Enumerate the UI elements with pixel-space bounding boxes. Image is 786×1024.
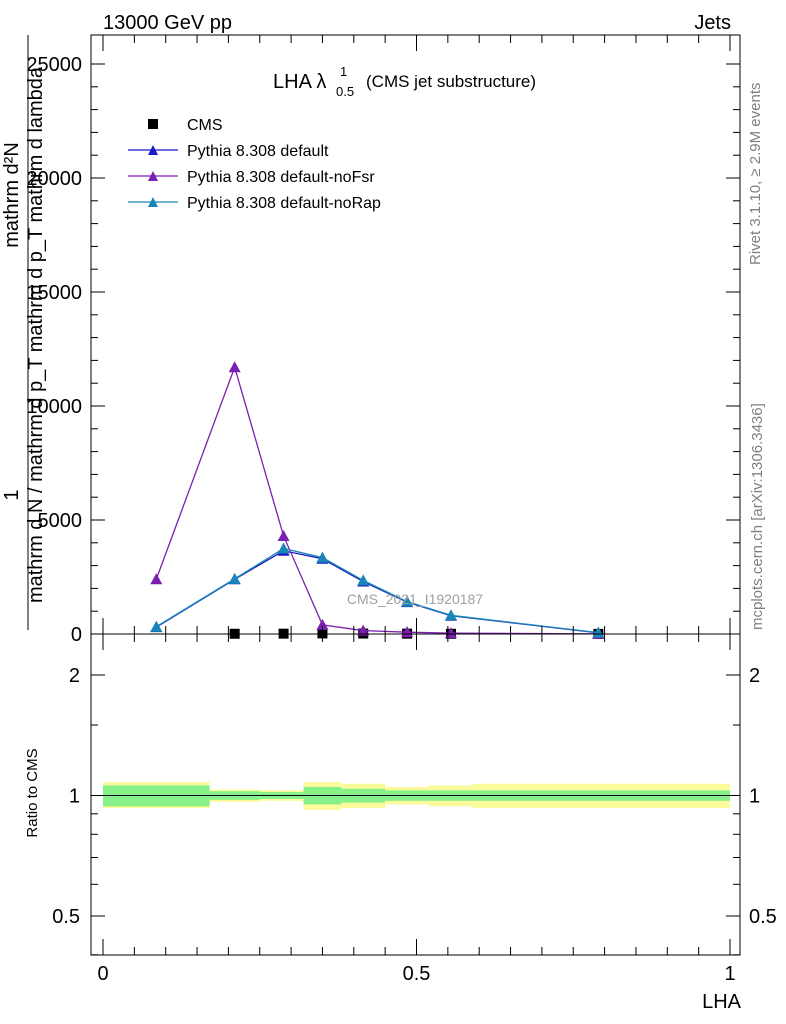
- data-point-triangle: [357, 624, 370, 636]
- analysis-watermark: CMS_2021_I1920187: [347, 591, 483, 607]
- ratio-ticks: [91, 634, 740, 956]
- legend-marker-norap: [148, 197, 158, 207]
- series-norap: [150, 542, 605, 638]
- title-superscript: 1: [340, 64, 347, 79]
- ratio-panel: 0.5 0.51 12 2 0 0.5 1 Ratio to CMS LHA: [24, 633, 777, 1013]
- ratio-y-tick-labels: 0.5 0.5 1 1 2 2: [52, 665, 777, 928]
- ratio-y-tick-label: 0.5: [52, 906, 80, 928]
- series-nofsr: [150, 361, 605, 639]
- legend-entry-default: Pythia 8.308 default: [128, 143, 329, 160]
- data-point-triangle: [228, 572, 241, 584]
- main-y-tick-label: 5000: [38, 510, 83, 532]
- x-tick-label: 0.5: [403, 963, 431, 985]
- data-point-triangle: [316, 551, 329, 563]
- ylabel-prefactor: 1: [1, 489, 23, 500]
- main-y-tick-label: 20000: [26, 168, 82, 190]
- data-point-triangle: [150, 573, 163, 585]
- data-point-triangle: [277, 529, 290, 541]
- main-y-tick-label: 10000: [26, 396, 82, 418]
- x-axis-label: LHA: [702, 991, 742, 1013]
- data-point-triangle: [592, 626, 605, 638]
- legend-label-default: Pythia 8.308 default: [187, 143, 329, 160]
- data-point-triangle: [444, 609, 457, 621]
- ratio-y-tick-label-right: 2: [749, 665, 760, 687]
- mcplots-label: mcplots.cern.ch [arXiv:1306.3436]: [749, 403, 766, 630]
- main-ticks: [91, 35, 740, 635]
- title-main: LHA λ: [273, 71, 326, 93]
- plot-title: LHA λ 1 0.5 (CMS jet substructure): [273, 64, 536, 99]
- ylabel-numerator: mathrm d²N: [1, 142, 23, 248]
- main-data-layer: [150, 361, 605, 639]
- header-jets-label: Jets: [694, 12, 731, 34]
- data-point-triangle: [401, 595, 414, 607]
- legend-label-cms: CMS: [187, 117, 223, 134]
- legend-marker-cms: [148, 119, 158, 129]
- series-line: [155, 365, 599, 635]
- main-y-tick-labels: 0 5000 10000 15000 20000 25000: [26, 54, 82, 646]
- data-point-triangle: [316, 618, 329, 630]
- ratio-x-tick-labels: 0 0.5 1: [97, 963, 735, 985]
- x-tick-label: 0: [97, 963, 108, 985]
- ratio-y-tick-label: 2: [69, 665, 80, 687]
- ratio-y-tick-label: 1: [69, 786, 80, 808]
- x-tick-label: 1: [724, 963, 735, 985]
- main-y-tick-label: 15000: [26, 282, 82, 304]
- legend-marker-nofsr: [148, 171, 158, 181]
- ylabel-denominator: mathrm d N / mathrm d p_T mathrm d p_T m…: [25, 66, 47, 603]
- data-point-triangle: [228, 361, 241, 373]
- header-energy-label: 13000 GeV pp: [103, 12, 232, 34]
- title-subscript: 0.5: [336, 84, 354, 99]
- series-line: [155, 547, 599, 634]
- main-y-tick-label: 0: [71, 624, 82, 646]
- ratio-frame: [90, 633, 741, 956]
- legend-entry-nofsr: Pythia 8.308 default-noFsr: [128, 169, 375, 186]
- main-y-axis-label: 1 mathrm d N / mathrm d p_T mathrm d p_T…: [1, 35, 47, 630]
- legend: CMS Pythia 8.308 default Pythia 8.308 de…: [128, 117, 381, 212]
- legend-label-norap: Pythia 8.308 default-noRap: [187, 195, 381, 212]
- data-point-triangle: [150, 620, 163, 632]
- main-y-tick-label: 25000: [26, 54, 82, 76]
- rivet-version-label: Rivet 3.1.10, ≥ 2.9M events: [747, 83, 764, 266]
- ratio-y-axis-label: Ratio to CMS: [24, 748, 41, 837]
- legend-entry-norap: Pythia 8.308 default-noRap: [128, 195, 381, 212]
- legend-label-nofsr: Pythia 8.308 default-noFsr: [187, 169, 375, 186]
- title-rest: (CMS jet substructure): [366, 72, 536, 91]
- data-point-triangle: [357, 574, 370, 586]
- ratio-y-tick-label-right: 1: [749, 786, 760, 808]
- ratio-y-tick-label-right: 0.5: [749, 906, 777, 928]
- legend-marker-default: [148, 145, 158, 155]
- data-point-triangle: [277, 542, 290, 554]
- ratio-data-layer: [103, 782, 730, 810]
- legend-entry-cms: CMS: [148, 117, 223, 134]
- main-panel: 0 5000 10000 15000 20000 25000 LHA λ 1 0.5 (C…: [1, 34, 741, 646]
